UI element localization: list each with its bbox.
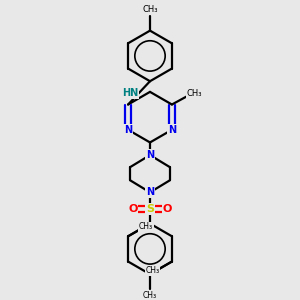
Text: CH₃: CH₃ — [146, 266, 160, 275]
Text: CH₃: CH₃ — [139, 223, 153, 232]
Text: CH₃: CH₃ — [142, 5, 158, 14]
Text: S: S — [146, 204, 154, 214]
Text: N: N — [146, 150, 154, 160]
Text: O: O — [128, 204, 137, 214]
Text: N: N — [124, 125, 132, 135]
Text: CH₃: CH₃ — [187, 89, 202, 98]
Text: HN: HN — [122, 88, 139, 98]
Text: N: N — [146, 187, 154, 197]
Text: CH₃: CH₃ — [143, 291, 157, 300]
Text: O: O — [163, 204, 172, 214]
Text: N: N — [168, 125, 176, 135]
